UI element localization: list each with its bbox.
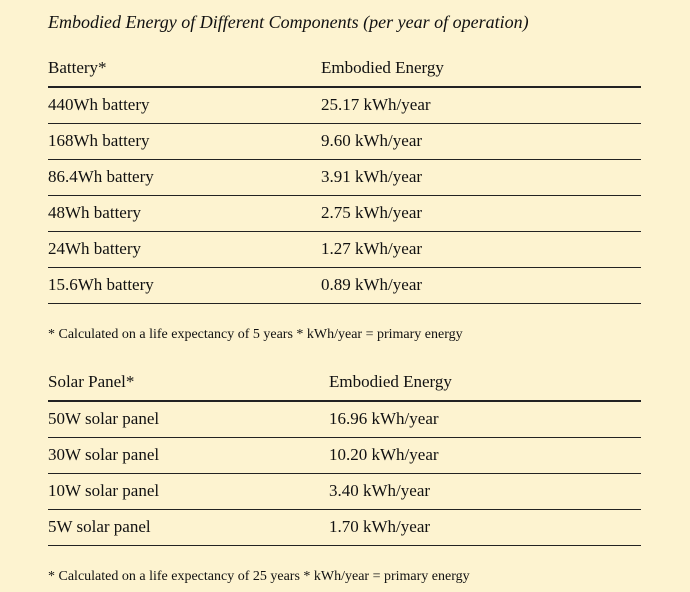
row-rule bbox=[48, 545, 641, 546]
component-cell: 168Wh battery bbox=[48, 131, 150, 150]
energy-cell: 0.89 kWh/year bbox=[321, 275, 423, 294]
header-rule bbox=[48, 400, 641, 402]
row-rule bbox=[48, 267, 641, 268]
row-rule bbox=[48, 473, 641, 474]
component-cell: 86.4Wh battery bbox=[48, 167, 154, 186]
component-cell: 15.6Wh battery bbox=[48, 275, 154, 294]
footnote: * Calculated on a life expectancy of 5 y… bbox=[48, 327, 463, 342]
energy-cell: 1.70 kWh/year bbox=[329, 517, 431, 536]
energy-cell: 25.17 kWh/year bbox=[321, 95, 431, 114]
energy-cell: 1.27 kWh/year bbox=[321, 239, 423, 258]
energy-cell: 3.91 kWh/year bbox=[321, 167, 423, 186]
energy-cell: 10.20 kWh/year bbox=[329, 445, 439, 464]
column-header: Solar Panel* bbox=[48, 372, 135, 391]
footnote: * Calculated on a life expectancy of 25 … bbox=[48, 569, 470, 584]
energy-cell: 3.40 kWh/year bbox=[329, 481, 431, 500]
column-header: Battery* bbox=[48, 58, 107, 77]
column-header: Embodied Energy bbox=[321, 58, 444, 77]
component-cell: 5W solar panel bbox=[48, 517, 151, 536]
component-cell: 50W solar panel bbox=[48, 409, 160, 428]
component-cell: 24Wh battery bbox=[48, 239, 141, 258]
component-cell: 48Wh battery bbox=[48, 203, 141, 222]
energy-cell: 2.75 kWh/year bbox=[321, 203, 423, 222]
component-cell: 30W solar panel bbox=[48, 445, 160, 464]
row-rule bbox=[48, 231, 641, 232]
row-rule bbox=[48, 509, 641, 510]
title: Embodied Energy of Different Components … bbox=[48, 12, 529, 32]
row-rule bbox=[48, 195, 641, 196]
row-rule bbox=[48, 437, 641, 438]
row-rule bbox=[48, 123, 641, 124]
column-header: Embodied Energy bbox=[329, 372, 452, 391]
header-rule bbox=[48, 86, 641, 88]
energy-cell: 16.96 kWh/year bbox=[329, 409, 439, 428]
energy-cell: 9.60 kWh/year bbox=[321, 131, 423, 150]
component-cell: 440Wh battery bbox=[48, 95, 150, 114]
row-rule bbox=[48, 303, 641, 304]
row-rule bbox=[48, 159, 641, 160]
component-cell: 10W solar panel bbox=[48, 481, 160, 500]
